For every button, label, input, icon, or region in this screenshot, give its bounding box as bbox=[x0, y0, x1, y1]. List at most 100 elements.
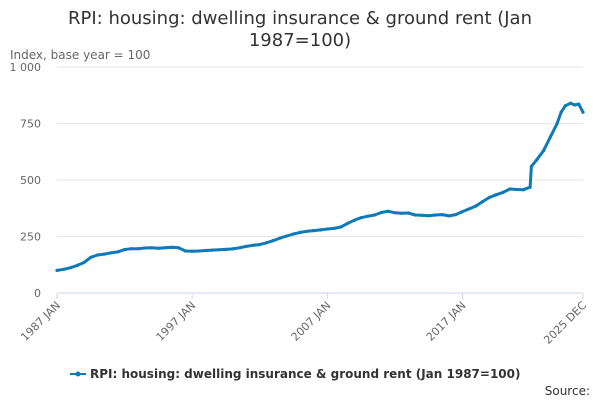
data-point[interactable] bbox=[569, 101, 573, 105]
data-point[interactable] bbox=[427, 214, 431, 218]
source-label: Source: bbox=[545, 384, 590, 398]
data-point[interactable] bbox=[62, 267, 66, 271]
data-point[interactable] bbox=[231, 247, 235, 251]
data-point[interactable] bbox=[548, 135, 552, 139]
data-point[interactable] bbox=[528, 185, 532, 189]
gridlines bbox=[57, 66, 583, 237]
data-point[interactable] bbox=[129, 247, 133, 251]
data-point[interactable] bbox=[204, 248, 208, 253]
y-tick-label: 1 000 bbox=[10, 61, 42, 74]
x-tick-label: 1987 JAN bbox=[18, 299, 63, 344]
data-point[interactable] bbox=[474, 204, 478, 208]
x-axis-ticks: 1987 JAN 1997 JAN 2007 JAN 2017 JAN 2025 DEC bbox=[18, 293, 589, 347]
data-point[interactable] bbox=[352, 218, 356, 222]
data-point[interactable] bbox=[210, 248, 214, 252]
data-point[interactable] bbox=[264, 241, 269, 245]
data-point[interactable] bbox=[217, 248, 221, 252]
data-point[interactable] bbox=[102, 252, 106, 256]
legend-label[interactable]: RPI: housing: dwelling insurance & groun… bbox=[90, 367, 520, 381]
data-point[interactable] bbox=[177, 246, 181, 250]
data-point[interactable] bbox=[278, 236, 282, 240]
data-point[interactable] bbox=[237, 246, 242, 250]
data-point[interactable] bbox=[454, 213, 458, 217]
data-point[interactable] bbox=[413, 213, 417, 217]
data-point[interactable] bbox=[150, 246, 154, 250]
data-point[interactable] bbox=[447, 214, 451, 218]
data-point[interactable] bbox=[75, 263, 79, 267]
data-point[interactable] bbox=[190, 249, 194, 253]
data-point[interactable] bbox=[379, 210, 383, 215]
data-point[interactable] bbox=[224, 247, 228, 251]
data-point[interactable] bbox=[116, 250, 120, 254]
data-point[interactable] bbox=[542, 149, 546, 153]
x-tick-label: 2025 DEC bbox=[541, 299, 589, 347]
series-line[interactable] bbox=[55, 101, 585, 272]
data-point[interactable] bbox=[258, 243, 262, 247]
data-point[interactable] bbox=[170, 245, 174, 249]
data-point[interactable] bbox=[305, 229, 309, 233]
data-point[interactable] bbox=[143, 246, 147, 250]
data-point[interactable] bbox=[183, 249, 187, 253]
data-point[interactable] bbox=[55, 268, 59, 272]
data-point[interactable] bbox=[285, 234, 289, 238]
data-point[interactable] bbox=[332, 226, 336, 230]
data-point[interactable] bbox=[271, 239, 275, 243]
data-point[interactable] bbox=[156, 246, 160, 250]
data-point[interactable] bbox=[95, 253, 100, 257]
data-point[interactable] bbox=[197, 249, 201, 253]
y-tick-label: 500 bbox=[20, 174, 41, 187]
data-point[interactable] bbox=[573, 103, 577, 107]
data-point[interactable] bbox=[400, 211, 404, 215]
y-tick-label: 250 bbox=[20, 231, 41, 244]
data-point[interactable] bbox=[406, 211, 410, 215]
y-axis-ticks: 0 250 500 750 1 000 bbox=[10, 61, 42, 300]
data-point[interactable] bbox=[109, 251, 113, 255]
data-point[interactable] bbox=[555, 121, 559, 126]
data-point[interactable] bbox=[319, 228, 323, 232]
data-point[interactable] bbox=[559, 110, 563, 114]
data-point[interactable] bbox=[68, 266, 73, 270]
data-point[interactable] bbox=[440, 213, 444, 217]
data-point[interactable] bbox=[312, 229, 316, 233]
data-point[interactable] bbox=[123, 248, 127, 252]
series-group bbox=[55, 101, 585, 272]
data-point[interactable] bbox=[521, 188, 525, 192]
data-point[interactable] bbox=[460, 210, 465, 214]
y-tick-label: 750 bbox=[20, 118, 41, 131]
data-point[interactable] bbox=[514, 187, 519, 192]
data-point[interactable] bbox=[581, 110, 585, 114]
data-point[interactable] bbox=[393, 211, 397, 215]
legend[interactable]: RPI: housing: dwelling insurance & groun… bbox=[70, 367, 520, 381]
data-point[interactable] bbox=[494, 193, 498, 197]
y-axis-unit-label: Index, base year = 100 bbox=[10, 48, 150, 62]
data-point[interactable] bbox=[529, 164, 534, 168]
data-point[interactable] bbox=[481, 199, 485, 204]
data-point[interactable] bbox=[386, 209, 390, 213]
data-point[interactable] bbox=[487, 195, 492, 199]
data-point[interactable] bbox=[433, 213, 437, 217]
data-point[interactable] bbox=[420, 213, 424, 217]
data-point[interactable] bbox=[467, 207, 471, 211]
data-point[interactable] bbox=[136, 247, 140, 251]
data-point[interactable] bbox=[291, 232, 296, 236]
x-tick-label: 1997 JAN bbox=[154, 299, 199, 344]
data-point[interactable] bbox=[373, 213, 377, 217]
data-point[interactable] bbox=[366, 214, 370, 218]
data-point[interactable] bbox=[535, 158, 539, 162]
data-point[interactable] bbox=[508, 187, 512, 191]
data-point[interactable] bbox=[563, 104, 567, 108]
data-point[interactable] bbox=[501, 190, 505, 194]
data-point[interactable] bbox=[346, 221, 350, 225]
data-point[interactable] bbox=[251, 243, 255, 247]
data-point[interactable] bbox=[577, 102, 581, 106]
data-point[interactable] bbox=[339, 225, 343, 229]
data-point[interactable] bbox=[298, 230, 302, 234]
data-point[interactable] bbox=[244, 244, 248, 248]
data-point[interactable] bbox=[89, 255, 93, 259]
data-point[interactable] bbox=[325, 227, 329, 231]
data-point[interactable] bbox=[163, 246, 167, 250]
data-point[interactable] bbox=[82, 260, 86, 265]
y-tick-label: 0 bbox=[34, 287, 41, 300]
data-point[interactable] bbox=[359, 216, 363, 220]
